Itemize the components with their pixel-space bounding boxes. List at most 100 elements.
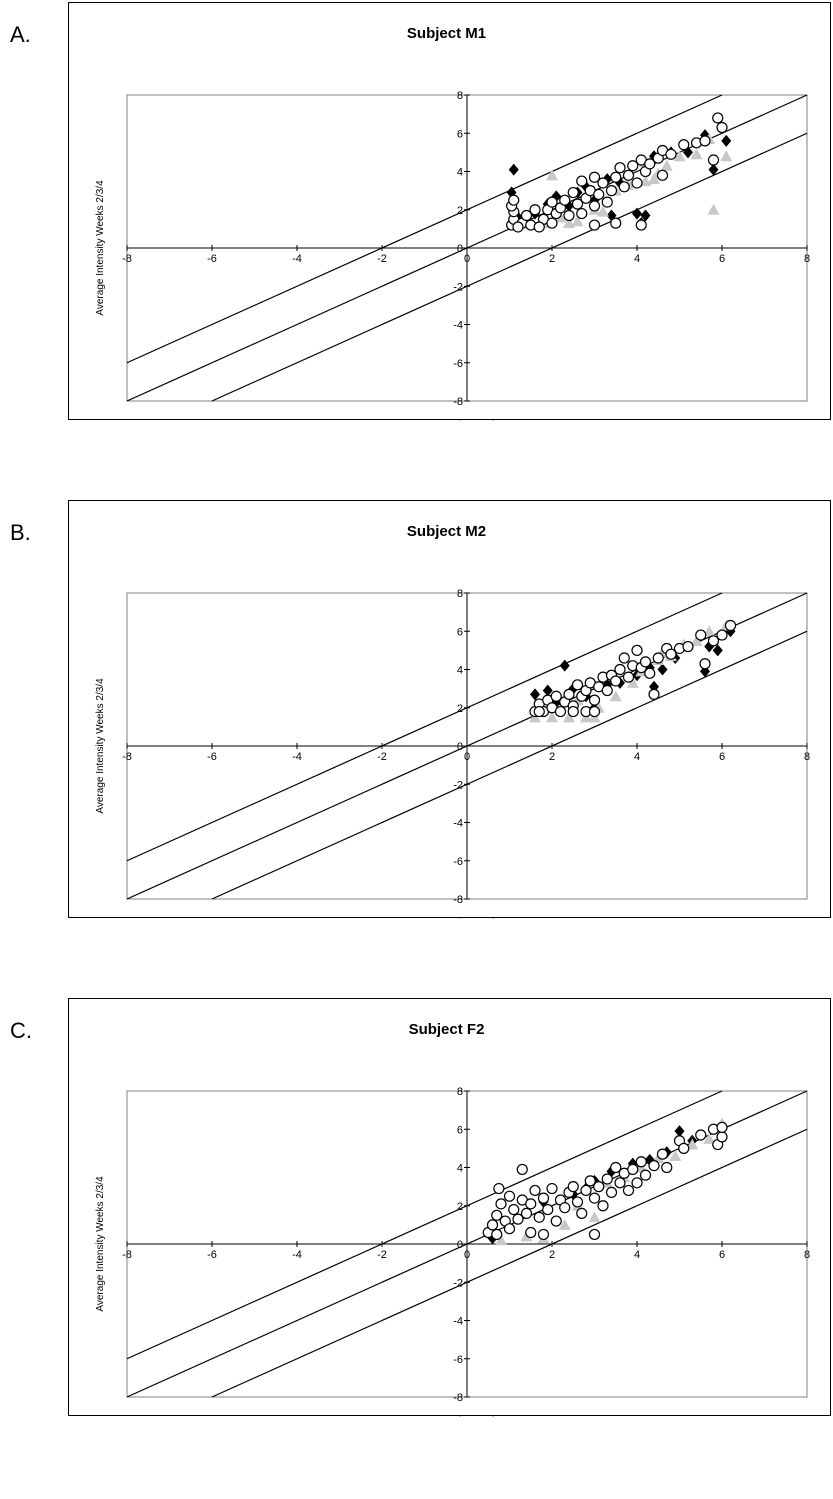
data-point-circle	[571, 679, 584, 691]
x-tick-label: 6	[719, 751, 725, 763]
data-point-circle	[639, 1169, 652, 1181]
y-axis-label: Average Intensity Weeks 2/3/4	[95, 1176, 106, 1312]
data-point-diamond	[712, 644, 723, 657]
chart-svg: Subject M1 -8 -6 -4 -2 0 2 4 6 8 -8 -6 -4 -2 0 2 4 6 8 Aver…	[95, 25, 810, 421]
data-point-diamond	[721, 134, 732, 147]
data-point-circle	[550, 690, 562, 702]
data-point-triangle	[720, 150, 733, 162]
y-tick-label: 0	[457, 243, 463, 255]
x-tick-label: 8	[804, 1249, 810, 1261]
y-tick-label: -2	[453, 281, 463, 293]
data-point-circle	[537, 1192, 550, 1204]
data-point-circle	[695, 629, 707, 641]
data-point-circle	[627, 1163, 639, 1176]
data-point-circle	[588, 1192, 601, 1204]
data-point-circle	[554, 705, 567, 718]
y-tick-label: -4	[453, 818, 463, 830]
data-point-circle	[576, 1207, 588, 1219]
y-tick-label: 0	[457, 741, 463, 753]
y-tick-label: -6	[453, 358, 463, 370]
data-point-circle	[567, 1181, 579, 1193]
data-point-circle	[542, 1203, 554, 1216]
data-point-circle	[618, 181, 630, 193]
data-point-diamond	[657, 663, 668, 676]
data-point-circle	[661, 1161, 673, 1174]
data-point-triangle	[690, 634, 703, 646]
data-point-circle	[618, 652, 630, 664]
x-tick-label: 8	[804, 751, 810, 763]
data-point-circle	[597, 1200, 609, 1212]
y-tick-label: 6	[457, 1124, 463, 1136]
data-point-diamond	[508, 163, 519, 176]
data-point-triangle	[495, 1234, 507, 1246]
data-point-circle	[678, 139, 690, 151]
data-point-triangle	[648, 173, 660, 185]
data-point-circle	[520, 1207, 533, 1219]
data-point-circle	[614, 1177, 626, 1189]
x-tick-label: -8	[122, 1249, 132, 1261]
y-tick-label: 6	[457, 128, 463, 140]
chart-title: Subject F2	[409, 1021, 485, 1038]
data-point-circle	[656, 169, 669, 181]
data-point-circle	[639, 656, 652, 668]
data-point-circle	[563, 209, 575, 222]
data-point-circle	[533, 1211, 545, 1223]
y-axis-label: Average Intensity Weeks 2/3/4	[95, 180, 106, 316]
data-point-circle	[699, 135, 711, 147]
x-tick-label: 4	[634, 751, 640, 763]
x-tick-label: -8	[122, 751, 132, 763]
x-tick-label: 2	[549, 1249, 555, 1261]
y-tick-label: -8	[453, 1392, 463, 1404]
x-tick-label: 6	[719, 253, 725, 265]
data-point-circle	[601, 196, 613, 208]
data-point-circle	[695, 1129, 707, 1141]
data-point-circle	[525, 1198, 537, 1210]
data-point-triangle	[626, 676, 639, 688]
data-point-circle	[512, 1213, 524, 1225]
data-point-circle	[656, 1148, 669, 1160]
data-point-circle	[491, 1228, 503, 1241]
reference-line	[126, 592, 723, 862]
chart-svg: Subject F2 -8 -6 -4 -2 0 2 4 6 8 -8 -6 -4 -2 0 2 4 6 8 Aver…	[95, 1021, 810, 1417]
data-point-triangle	[571, 215, 584, 227]
x-tick-label: -4	[292, 751, 302, 763]
data-point-circle	[512, 221, 524, 233]
data-point-circle	[533, 705, 545, 718]
data-point-circle	[601, 1173, 613, 1185]
data-point-circle	[635, 219, 647, 231]
data-point-circle	[648, 688, 660, 700]
data-point-diamond	[487, 1232, 498, 1245]
x-tick-label: -4	[292, 253, 302, 265]
y-tick-label: -4	[453, 320, 463, 332]
data-point-circle	[588, 694, 601, 706]
chart-panel: Subject M2 -8 -6 -4 -2 0 2 4 6 8 -8 -6 -4 -2 0 2 4 6 8 Aver…	[68, 500, 831, 919]
y-tick-label: 2	[457, 1201, 463, 1213]
data-point-circle	[652, 652, 664, 664]
data-point-circle	[678, 1142, 690, 1154]
data-point-triangle	[546, 169, 558, 181]
y-tick-label: 8	[457, 588, 463, 600]
data-point-circle	[593, 188, 605, 201]
data-point-circle	[571, 1196, 584, 1208]
data-point-triangle	[609, 690, 622, 702]
data-point-triangle	[563, 711, 575, 723]
reference-line	[211, 630, 808, 900]
data-point-circle	[716, 629, 728, 641]
x-tick-label: 0	[464, 1249, 470, 1261]
x-tick-label: 0	[464, 751, 470, 763]
data-point-circle	[559, 1202, 571, 1214]
data-point-circle	[627, 160, 639, 172]
y-tick-label: 4	[457, 1163, 463, 1175]
data-point-circle	[567, 186, 579, 199]
x-tick-label: 4	[634, 1249, 640, 1261]
y-tick-label: 2	[457, 205, 463, 217]
y-tick-label: -2	[453, 1277, 463, 1289]
data-point-triangle	[669, 1150, 682, 1162]
data-point-circle	[567, 705, 579, 718]
x-tick-label: -8	[122, 253, 132, 265]
data-point-circle	[525, 1226, 537, 1239]
chart-title: Subject M2	[407, 523, 486, 540]
data-point-circle	[493, 1182, 505, 1195]
y-tick-label: -6	[453, 1354, 463, 1366]
data-point-circle	[508, 1203, 520, 1216]
